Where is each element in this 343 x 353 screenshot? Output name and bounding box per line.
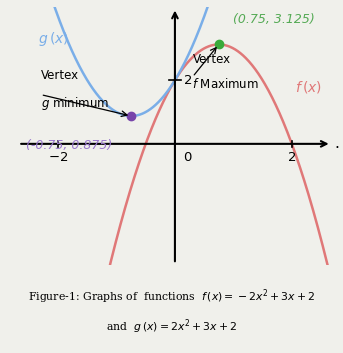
Text: $2$: $2$ (182, 74, 192, 87)
Text: $f\,(x)$: $f\,(x)$ (295, 79, 322, 95)
Text: $0$: $0$ (182, 151, 192, 164)
Text: $g\,(x)$: $g\,(x)$ (38, 30, 69, 48)
Text: $-2$: $-2$ (48, 151, 68, 164)
Text: Vertex: Vertex (192, 53, 230, 66)
Text: Vertex: Vertex (40, 69, 79, 82)
Text: Figure-1: Graphs of  functions  $f\,(x)=-2x^2+3x+2$: Figure-1: Graphs of functions $f\,(x)=-2… (28, 288, 315, 306)
Text: and  $g\,(x)=2x^2+3x+2$: and $g\,(x)=2x^2+3x+2$ (106, 318, 237, 336)
Text: (0.75, 3.125): (0.75, 3.125) (233, 13, 315, 26)
Text: $g$ minimum: $g$ minimum (40, 95, 108, 112)
Text: .: . (334, 136, 339, 151)
Text: $2$: $2$ (287, 151, 296, 164)
Text: $f$ Maximum: $f$ Maximum (192, 77, 259, 91)
Text: (-0.75, 0.875): (-0.75, 0.875) (26, 139, 112, 152)
